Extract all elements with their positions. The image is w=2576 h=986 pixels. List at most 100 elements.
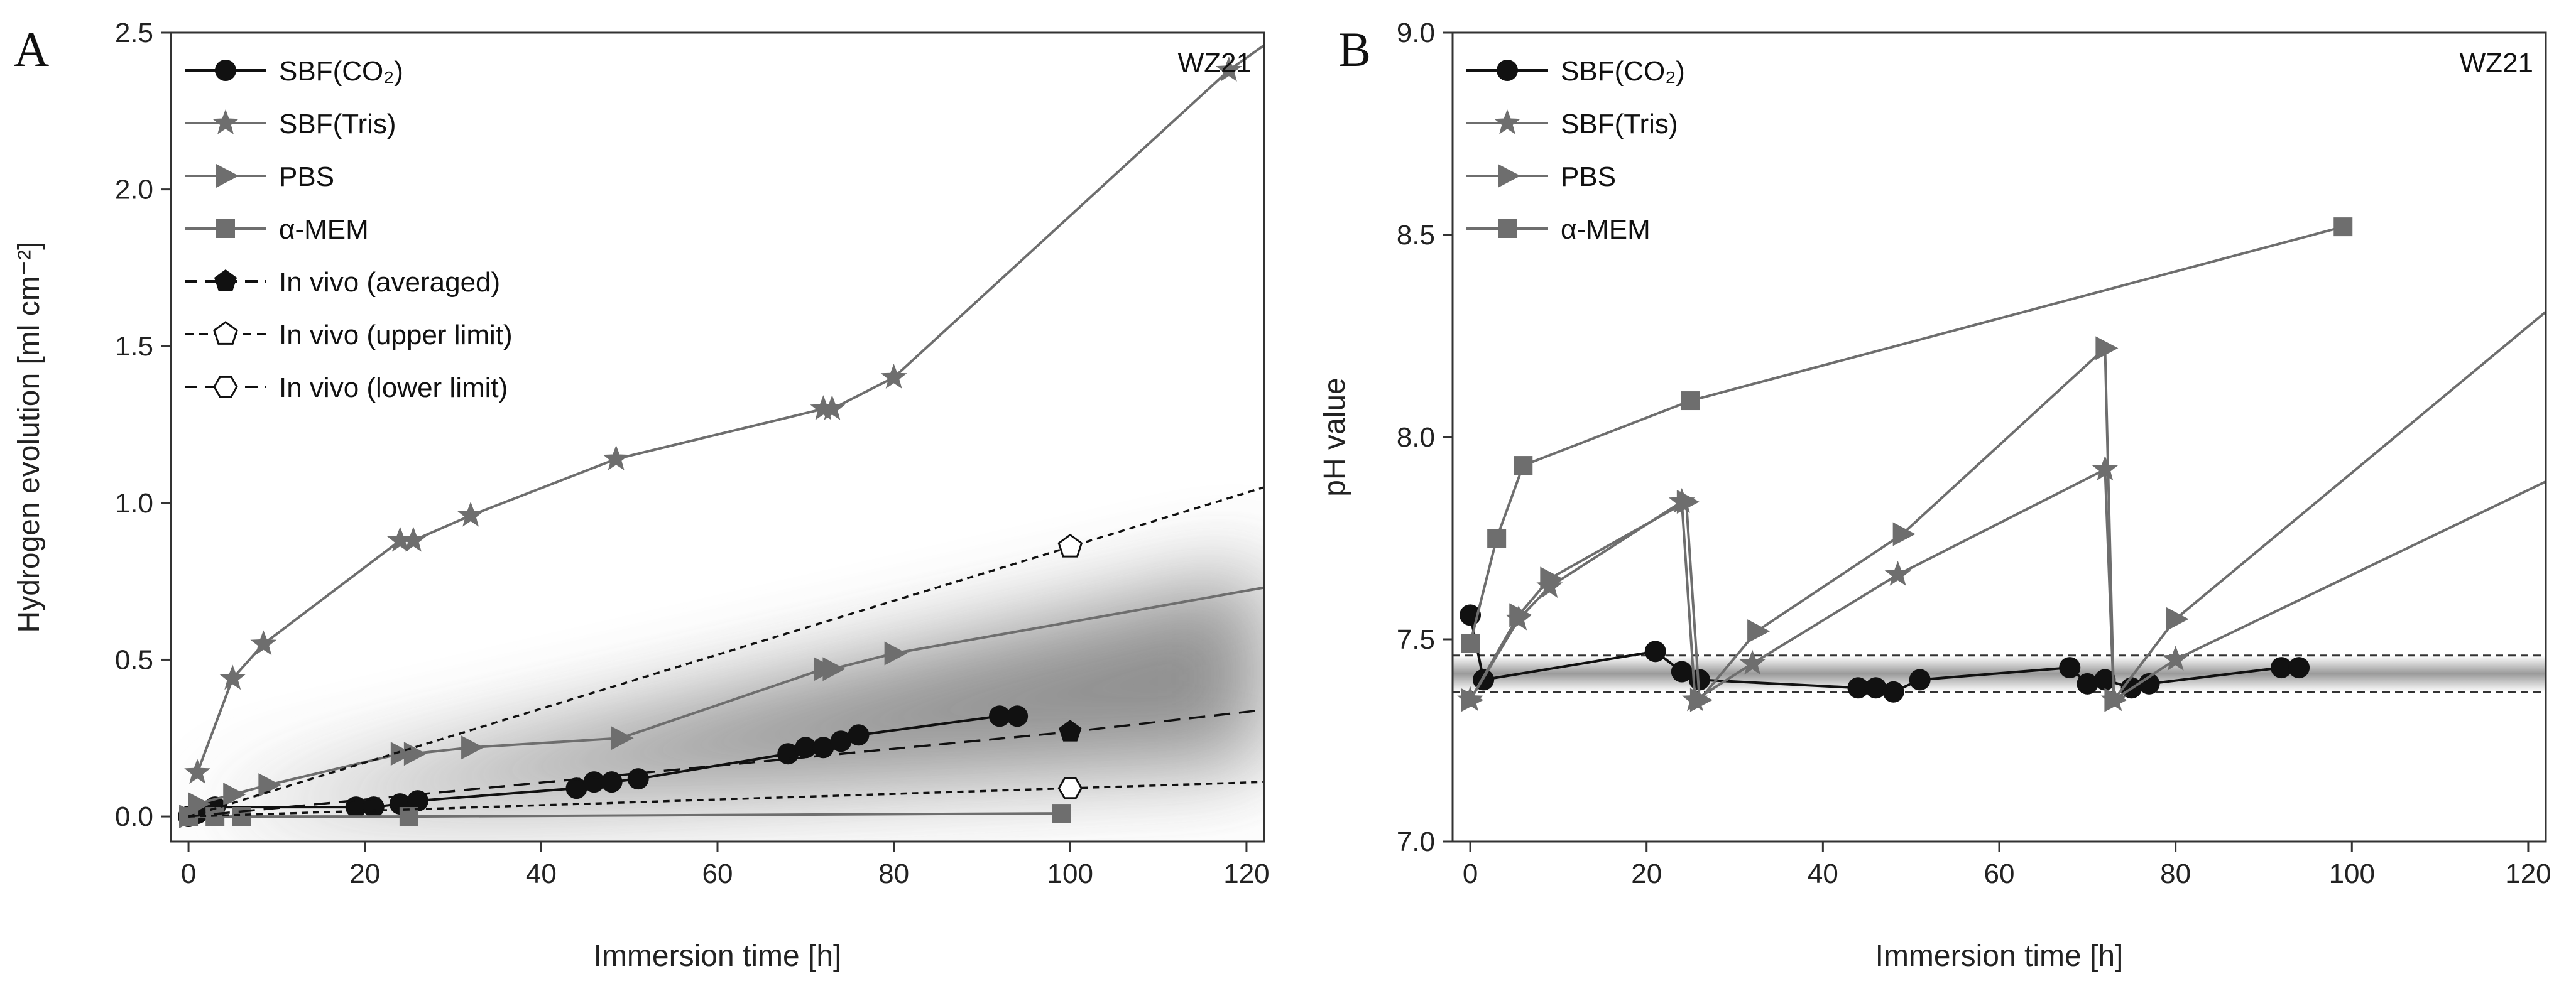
- marker-alpha-mem: [1681, 391, 1700, 411]
- legend-item-in-vivo-averaged: In vivo (averaged): [185, 267, 500, 298]
- legend-marker-sbf-co2: [215, 60, 236, 81]
- panel-a-x-tick-label: 0: [181, 859, 196, 889]
- panel-b-x-axis-title: Immersion time [h]: [1875, 940, 2124, 973]
- panel-b-x-tick-label: 100: [2329, 859, 2375, 889]
- panel-a-series: [178, 44, 1264, 829]
- legend-item-sbf-co2: SBF(CO₂): [185, 56, 403, 87]
- marker-sbf-co2: [989, 705, 1011, 727]
- marker-sbf-tris: [880, 364, 907, 389]
- panel-a-x-ticks: 0 20 40 60 80 100 120: [181, 842, 1270, 889]
- marker-alpha-mem: [1052, 804, 1071, 823]
- series-in-vivo-averaged: [188, 708, 1264, 818]
- panel-a-plot-frame: [170, 31, 1265, 843]
- marker-sbf-tris: [400, 526, 427, 552]
- marker-pbs: [1509, 603, 1532, 627]
- marker-sbf-co2: [2138, 673, 2160, 695]
- marker-pbs: [2095, 336, 2119, 360]
- marker-sbf-co2: [363, 796, 385, 818]
- marker-in-vivo-lower-limit: [1057, 777, 1083, 799]
- marker-sbf-co2: [848, 724, 870, 746]
- panel-b-y-axis-title: pH value: [1318, 377, 1351, 496]
- marker-sbf-tris: [250, 630, 277, 656]
- panel-a-x-tick-label: 100: [1047, 859, 1093, 889]
- marker-sbf-tris: [457, 501, 484, 527]
- marker-sbf-tris: [219, 664, 246, 690]
- marker-sbf-tris: [386, 526, 413, 552]
- marker-pbs: [1540, 566, 1563, 591]
- marker-alpha-mem: [1487, 529, 1507, 548]
- marker-pbs: [2104, 688, 2127, 712]
- series-in-vivo-lower-limit: [188, 777, 1264, 818]
- panel-b: B 0 20 40 60 80 100 120 7.0 7.5 8.0 8.5 9.0 Immers…: [1318, 18, 2551, 973]
- marker-sbf-co2: [1671, 661, 1693, 683]
- panel-b-y-tick-label: 8.5: [1397, 220, 1435, 251]
- marker-pbs: [822, 657, 846, 681]
- series-sbf-tris: [184, 44, 1264, 784]
- marker-pbs: [461, 735, 484, 760]
- legend-marker-pbs: [1498, 164, 1520, 188]
- marker-sbf-co2: [2059, 657, 2081, 679]
- legend-label-sbf-co2: SBF(CO₂): [1561, 56, 1685, 87]
- legend-item-sbf-tris: SBF(Tris): [1466, 109, 1678, 139]
- panel-b-x-tick-label: 60: [1984, 859, 2015, 889]
- panel-b-y-tick-label: 8.0: [1397, 422, 1435, 453]
- legend-label-sbf-tris: SBF(Tris): [279, 109, 396, 139]
- marker-sbf-co2: [2094, 669, 2116, 691]
- legend-item-in-vivo-lower-limit: In vivo (lower limit): [185, 372, 508, 403]
- panel-b-x-tick-label: 0: [1463, 859, 1478, 889]
- panel-b-x-tick-label: 120: [2505, 859, 2551, 889]
- marker-pbs: [1676, 490, 1700, 514]
- marker-sbf-co2: [1882, 681, 1904, 703]
- legend-label-sbf-tris: SBF(Tris): [1561, 109, 1678, 139]
- marker-sbf-tris: [819, 395, 846, 420]
- marker-sbf-co2: [1007, 705, 1029, 727]
- legend-item-sbf-tris: SBF(Tris): [185, 109, 396, 139]
- marker-alpha-mem: [1461, 634, 1480, 653]
- panel-a-legend: SBF(CO₂) SBF(Tris) PBS α-MEM In vivo (averag…: [185, 56, 513, 403]
- marker-pbs: [611, 726, 634, 750]
- marker-alpha-mem: [1514, 456, 1533, 475]
- legend-label-pbs: PBS: [279, 161, 334, 192]
- panel-a-x-tick-label: 60: [702, 859, 733, 889]
- legend-marker-sbf-tris: [1494, 109, 1520, 134]
- marker-sbf-co2: [2077, 673, 2098, 695]
- panel-b-letter: B: [1338, 22, 1371, 77]
- line-in-vivo-lower-limit: [188, 781, 1264, 818]
- legend-item-pbs: PBS: [1466, 161, 1616, 192]
- legend-marker-sbf-tris: [212, 109, 239, 134]
- panel-a-x-tick-label: 80: [878, 859, 909, 889]
- marker-alpha-mem: [2333, 217, 2353, 237]
- marker-pbs: [2166, 607, 2189, 631]
- marker-sbf-co2: [1847, 677, 1869, 699]
- line-alpha-mem: [1469, 225, 2344, 644]
- marker-sbf-co2: [812, 737, 834, 759]
- marker-sbf-tris: [2162, 646, 2189, 671]
- legend-item-alpha-mem: α-MEM: [185, 214, 369, 245]
- marker-sbf-co2: [795, 737, 817, 759]
- legend-item-in-vivo-upper-limit: In vivo (upper limit): [185, 320, 513, 350]
- panel-a-y-tick-label: 1.0: [115, 488, 153, 519]
- marker-sbf-co2: [1644, 641, 1666, 663]
- panel-b-alloy-label: WZ21: [2460, 48, 2533, 79]
- panel-b-x-tick-label: 80: [2160, 859, 2191, 889]
- panel-a-x-tick-label: 40: [526, 859, 557, 889]
- marker-sbf-co2: [2288, 657, 2310, 679]
- panel-b-y-ticks: 7.0 7.5 8.0 8.5 9.0: [1397, 18, 1453, 857]
- line-alpha-mem: [188, 812, 1062, 818]
- marker-pbs: [403, 742, 427, 766]
- marker-sbf-co2: [565, 777, 587, 799]
- panel-a-letter: A: [14, 22, 49, 77]
- marker-sbf-co2: [407, 790, 428, 812]
- legend-item-pbs: PBS: [185, 161, 334, 192]
- series-in-vivo-upper-limit: [188, 486, 1264, 818]
- legend-marker-pbs: [216, 164, 239, 188]
- panel-b-x-ticks: 0 20 40 60 80 100 120: [1463, 842, 2551, 889]
- legend-marker-alpha-mem: [1498, 219, 1517, 238]
- marker-pbs: [390, 742, 413, 766]
- panel-b-y-tick-label: 7.5: [1397, 624, 1435, 655]
- panel-a-y-tick-label: 2.0: [115, 175, 153, 205]
- panel-b-y-tick-label: 7.0: [1397, 826, 1435, 857]
- marker-pbs: [1689, 688, 1713, 712]
- panel-b-legend: SBF(CO₂) SBF(Tris) PBS α-MEM: [1466, 56, 1685, 245]
- panel-b-x-tick-label: 40: [1808, 859, 1838, 889]
